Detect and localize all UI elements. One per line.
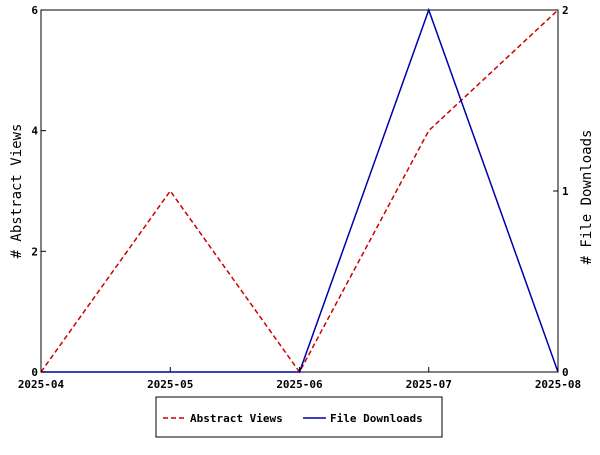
legend: Abstract Views File Downloads	[156, 397, 442, 437]
y-axis-left-title: # Abstract Views	[9, 124, 25, 259]
y-right-tick-label: 1	[562, 185, 569, 198]
x-tick-label: 2025-06	[276, 378, 323, 391]
x-tick-label: 2025-05	[147, 378, 193, 391]
plot-area	[41, 10, 558, 372]
y-left-tick-label: 2	[31, 245, 38, 258]
x-tick-label: 2025-04	[18, 378, 65, 391]
y-right-tick-label: 0	[562, 366, 569, 379]
y-left-tick-label: 6	[31, 4, 38, 17]
y-left-tick-label: 0	[31, 366, 38, 379]
legend-label-abstract-views: Abstract Views	[190, 412, 283, 425]
y-axis-right-title: # File Downloads	[579, 130, 595, 265]
y-right-tick-label: 2	[562, 4, 569, 17]
y-left-tick-label: 4	[31, 125, 38, 138]
legend-label-file-downloads: File Downloads	[330, 412, 423, 425]
x-tick-label: 2025-07	[406, 378, 452, 391]
x-tick-label: 2025-08	[535, 378, 581, 391]
